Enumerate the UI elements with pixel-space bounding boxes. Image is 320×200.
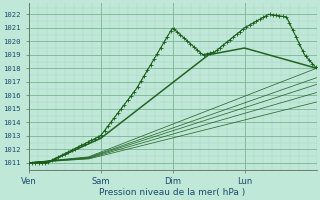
X-axis label: Pression niveau de la mer( hPa ): Pression niveau de la mer( hPa ) [100,188,246,197]
